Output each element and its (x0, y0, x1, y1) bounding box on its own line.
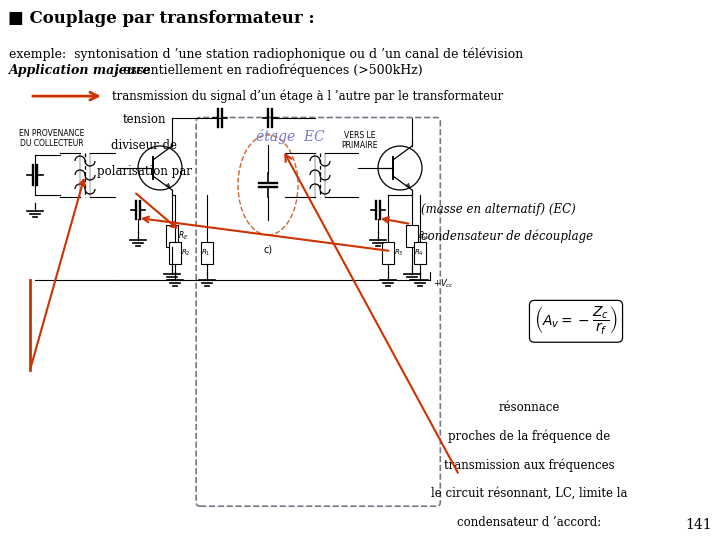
Text: transmission aux fréquences: transmission aux fréquences (444, 458, 614, 472)
Text: $R_2$: $R_2$ (181, 248, 191, 258)
Text: : essentiellement en radiofréquences (>500kHz): : essentiellement en radiofréquences (>5… (115, 64, 423, 77)
Text: condensateur d ’accord:: condensateur d ’accord: (457, 516, 601, 529)
Text: $R_3$: $R_3$ (394, 248, 404, 258)
Text: exemple:  syntonisation d ’une station radiophonique ou d ’un canal de télévisio: exemple: syntonisation d ’une station ra… (9, 48, 523, 61)
Text: $R_1$: $R_1$ (201, 248, 210, 258)
Bar (169, 242, 181, 264)
Bar (414, 242, 426, 264)
Text: $\left( A_v = -\dfrac{Z_c}{r_f} \right)$: $\left( A_v = -\dfrac{Z_c}{r_f} \right)$ (534, 305, 618, 338)
Text: $R_w$: $R_w$ (418, 230, 430, 242)
Bar (201, 242, 213, 264)
Text: EN PROVENANCE
DU COLLECTEUR: EN PROVENANCE DU COLLECTEUR (19, 129, 85, 148)
Text: tension: tension (122, 113, 166, 126)
Text: résonnace: résonnace (498, 401, 560, 414)
Text: étage  EC: étage EC (256, 130, 324, 145)
Text: +$V_{cc}$: +$V_{cc}$ (433, 278, 454, 291)
Text: transmission du signal d’un étage à l ’autre par le transformateur: transmission du signal d’un étage à l ’a… (112, 89, 503, 103)
Text: ■ Couplage par transformateur :: ■ Couplage par transformateur : (8, 10, 315, 27)
Text: VERS LE
PRIMAIRE: VERS LE PRIMAIRE (342, 131, 378, 150)
Text: condensateur de découplage: condensateur de découplage (421, 230, 593, 243)
Text: Application majeure: Application majeure (9, 64, 151, 77)
Text: diviseur de: diviseur de (111, 139, 177, 152)
Bar (406, 225, 418, 247)
Text: polarisation par: polarisation par (96, 165, 192, 178)
Text: 141: 141 (685, 518, 712, 532)
Text: c): c) (264, 245, 273, 255)
Text: $R_4$: $R_4$ (414, 248, 423, 258)
Text: (masse en alternatif) (EC): (masse en alternatif) (EC) (421, 202, 576, 215)
Text: proches de la fréquence de: proches de la fréquence de (448, 430, 611, 443)
Text: $R_E$: $R_E$ (178, 230, 189, 242)
Bar (166, 225, 178, 247)
Text: le circuit résonnant, LC, limite la: le circuit résonnant, LC, limite la (431, 487, 627, 500)
Bar (382, 242, 394, 264)
